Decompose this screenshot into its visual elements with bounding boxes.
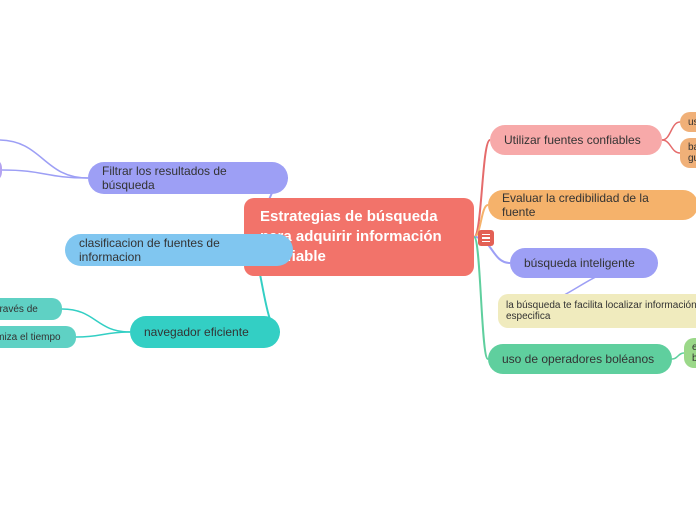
notes-icon[interactable] xyxy=(478,230,494,246)
node[interactable]: Evaluar la credibilidad de la fuente xyxy=(488,190,696,220)
node[interactable]: búsqueda inteligente xyxy=(510,248,658,278)
node[interactable]: la búsqueda te facilita localizar inform… xyxy=(498,294,696,328)
node[interactable]: clasificacion de fuentes de informacion xyxy=(65,234,293,266)
node[interactable]: s xyxy=(0,158,2,182)
node[interactable]: navegador eficiente xyxy=(130,316,280,348)
node[interactable]: esta b búsqu xyxy=(684,338,696,368)
node[interactable]: usar en Go xyxy=(680,112,696,132)
node[interactable]: uso de operadores boléanos xyxy=(488,344,672,374)
node[interactable]: base de d gubernan xyxy=(680,138,696,168)
node[interactable]: optimiza el tiempo xyxy=(0,326,76,348)
node[interactable]: Filtrar los resultados de búsqueda xyxy=(88,162,288,194)
node[interactable]: Utilizar fuentes confiables xyxy=(490,125,662,155)
node[interactable]: d a través de xyxy=(0,298,62,320)
